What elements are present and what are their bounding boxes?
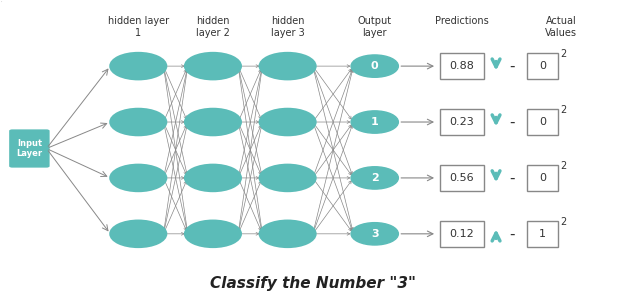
FancyBboxPatch shape xyxy=(440,221,484,247)
FancyBboxPatch shape xyxy=(440,165,484,191)
Text: 3: 3 xyxy=(371,229,379,239)
Circle shape xyxy=(110,221,166,247)
Circle shape xyxy=(185,53,241,79)
Text: 2: 2 xyxy=(371,173,379,183)
Text: Classify the Number "3": Classify the Number "3" xyxy=(209,276,416,291)
Circle shape xyxy=(259,109,316,135)
Text: Output
layer: Output layer xyxy=(357,16,392,38)
Circle shape xyxy=(351,167,398,189)
Circle shape xyxy=(259,165,316,191)
Text: 0.56: 0.56 xyxy=(449,173,474,183)
FancyBboxPatch shape xyxy=(527,53,558,79)
Text: Actual
Values: Actual Values xyxy=(546,16,578,38)
Circle shape xyxy=(110,109,166,135)
Text: -: - xyxy=(509,226,514,241)
Circle shape xyxy=(351,223,398,245)
Text: hidden layer
1: hidden layer 1 xyxy=(107,16,169,38)
Circle shape xyxy=(259,221,316,247)
Text: -: - xyxy=(509,59,514,74)
Text: 2: 2 xyxy=(560,105,566,115)
Text: 0.12: 0.12 xyxy=(449,229,474,239)
Text: 0: 0 xyxy=(371,61,379,71)
Text: -: - xyxy=(509,115,514,129)
Circle shape xyxy=(351,55,398,77)
Circle shape xyxy=(185,165,241,191)
Text: 0: 0 xyxy=(539,61,546,71)
Text: hidden
layer 2: hidden layer 2 xyxy=(196,16,230,38)
Text: 1: 1 xyxy=(371,117,379,127)
FancyBboxPatch shape xyxy=(527,221,558,247)
Circle shape xyxy=(110,53,166,79)
Circle shape xyxy=(185,109,241,135)
Circle shape xyxy=(259,53,316,79)
FancyBboxPatch shape xyxy=(9,129,49,168)
Text: 2: 2 xyxy=(560,217,566,227)
FancyBboxPatch shape xyxy=(440,53,484,79)
Text: Predictions: Predictions xyxy=(435,16,489,26)
Text: 0: 0 xyxy=(539,173,546,183)
Text: Input
Layer: Input Layer xyxy=(16,139,43,158)
FancyBboxPatch shape xyxy=(527,165,558,191)
Circle shape xyxy=(185,221,241,247)
Text: 0: 0 xyxy=(539,117,546,127)
Text: -: - xyxy=(509,170,514,185)
FancyBboxPatch shape xyxy=(440,109,484,135)
Text: 0.88: 0.88 xyxy=(449,61,474,71)
Circle shape xyxy=(351,111,398,133)
Polygon shape xyxy=(0,0,1,1)
Text: 2: 2 xyxy=(560,161,566,171)
Text: 2: 2 xyxy=(560,49,566,59)
Text: 1: 1 xyxy=(539,229,546,239)
FancyBboxPatch shape xyxy=(527,109,558,135)
Circle shape xyxy=(110,165,166,191)
Text: hidden
layer 3: hidden layer 3 xyxy=(271,16,304,38)
Text: 0.23: 0.23 xyxy=(449,117,474,127)
